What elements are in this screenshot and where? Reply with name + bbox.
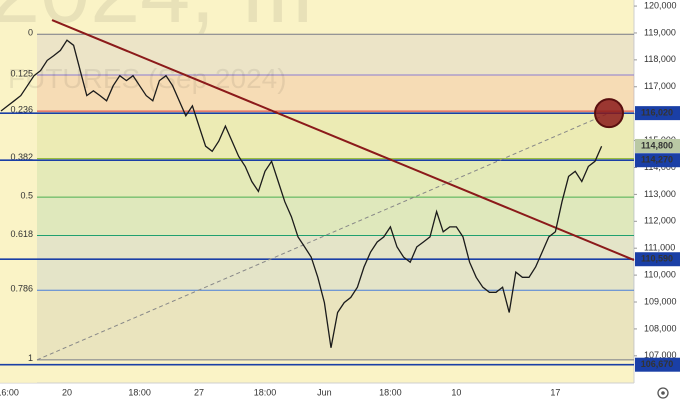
y-tick-label: 118,000 [644, 54, 676, 64]
y-tick-label: 108,000 [644, 323, 677, 333]
x-tick-label: 18:00 [254, 387, 277, 397]
price-tag [635, 138, 680, 153]
price-tag-label: 106,670 [641, 359, 674, 369]
fib-label: 0.618 [10, 229, 33, 239]
settings-icon[interactable] [657, 387, 669, 399]
y-tick-label: 110,000 [644, 269, 676, 279]
price-tag-label: 110,590 [641, 254, 673, 264]
fib-label: 0.5 [20, 190, 33, 200]
y-tick-label: 113,000 [644, 189, 676, 199]
price-axis [634, 0, 680, 405]
y-tick-label: 117,000 [644, 81, 676, 91]
fib-band [37, 235, 634, 291]
fib-label: 0.786 [10, 284, 33, 294]
y-tick-label: 120,000 [644, 0, 677, 10]
y-tick-label: 109,000 [644, 296, 677, 306]
x-tick-label: 20 [62, 387, 72, 397]
x-tick-label: 27 [194, 387, 204, 397]
projection-line [36, 112, 610, 361]
price-tag [635, 357, 680, 372]
price-tag [635, 153, 680, 168]
price-line-series [0, 39, 603, 348]
settings-icon-center [661, 391, 665, 395]
price-tag-label: 116,020 [641, 108, 673, 118]
fib-band [37, 111, 634, 159]
y-tick-label: 111,000 [644, 243, 675, 253]
x-tick-label: 17 [550, 387, 560, 397]
fib-band [37, 158, 634, 198]
fib-label: 0 [28, 28, 33, 38]
y-tick-label: 119,000 [644, 27, 676, 37]
price-tag-label: 114,270 [641, 155, 673, 165]
y-tick-label: 107,000 [644, 350, 677, 360]
fib-label: 0.236 [10, 105, 33, 115]
price-tag [635, 252, 680, 267]
x-tick-label: Jun [317, 387, 332, 397]
x-tick-label: 16:00 [0, 387, 19, 397]
plot-background [0, 0, 634, 383]
watermark: FUTURES (Sep 2024) [8, 63, 287, 94]
fib-label: 0.125 [10, 68, 33, 78]
price-tag-label: 114,800 [641, 140, 673, 150]
left-area [0, 0, 37, 383]
fib-label: 1 [28, 353, 33, 363]
time-axis [0, 383, 634, 405]
y-tick-label: 112,000 [644, 216, 676, 226]
target-circle [594, 98, 624, 129]
x-tick-label: 18:00 [128, 387, 151, 397]
x-tick-label: 18:00 [379, 387, 402, 397]
watermark: 2024, III [0, 0, 315, 42]
fib-band [37, 197, 634, 236]
fib-label: 0.382 [10, 152, 33, 162]
trend-line [51, 19, 635, 261]
x-tick-label: 10 [451, 387, 461, 397]
price-tag [635, 106, 680, 121]
